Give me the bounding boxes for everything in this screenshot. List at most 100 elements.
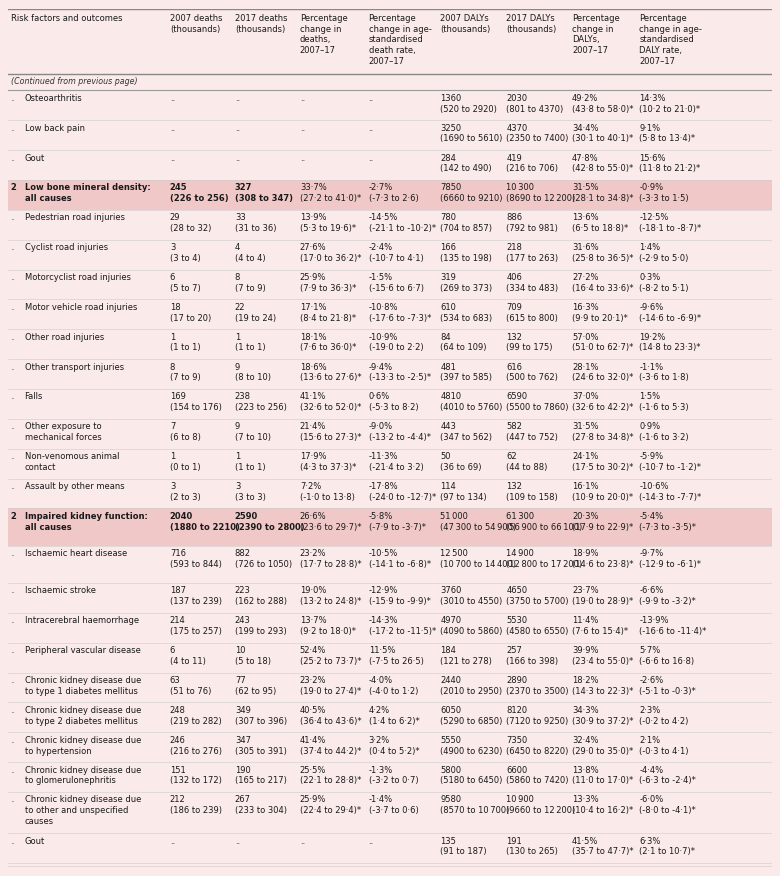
Text: -13·9%
(-16·6 to -11·4)*: -13·9% (-16·6 to -11·4)*: [639, 617, 707, 636]
Text: 9580
(8570 to 10 700): 9580 (8570 to 10 700): [441, 795, 510, 816]
Text: 10 900
(9660 to 12 200): 10 900 (9660 to 12 200): [506, 795, 576, 816]
Text: 151
(132 to 172): 151 (132 to 172): [170, 766, 222, 786]
Text: 2017 DALYs
(thousands): 2017 DALYs (thousands): [506, 14, 556, 33]
Text: 709
(615 to 800): 709 (615 to 800): [506, 303, 558, 322]
Text: -1·1%
(-3·6 to 1·8): -1·1% (-3·6 to 1·8): [639, 363, 689, 382]
Text: -6·0%
(-8·0 to -4·1)*: -6·0% (-8·0 to -4·1)*: [639, 795, 696, 816]
Text: 3
(3 to 3): 3 (3 to 3): [235, 482, 266, 502]
Text: ..: ..: [10, 452, 15, 461]
Text: ..: ..: [10, 646, 15, 655]
Text: 1
(1 to 1): 1 (1 to 1): [235, 333, 265, 352]
Text: 5800
(5180 to 6450): 5800 (5180 to 6450): [441, 766, 503, 786]
Text: ..: ..: [300, 153, 305, 163]
Text: 7850
(6660 to 9210): 7850 (6660 to 9210): [441, 183, 503, 203]
Text: 780
(704 to 857): 780 (704 to 857): [441, 213, 492, 233]
Text: ..: ..: [10, 422, 15, 431]
Text: 257
(166 to 398): 257 (166 to 398): [506, 646, 558, 666]
Text: Chronic kidney disease due
to type 2 diabetes mellitus: Chronic kidney disease due to type 2 dia…: [25, 706, 141, 725]
Text: 62
(44 to 88): 62 (44 to 88): [506, 452, 548, 472]
Text: ..: ..: [10, 795, 15, 804]
Text: 31·6%
(25·8 to 36·5)*: 31·6% (25·8 to 36·5)*: [572, 244, 633, 263]
Text: ..: ..: [10, 617, 15, 625]
Text: 166
(135 to 198): 166 (135 to 198): [441, 244, 492, 263]
Text: 3
(3 to 4): 3 (3 to 4): [170, 244, 200, 263]
Text: Risk factors and outcomes: Risk factors and outcomes: [11, 14, 122, 23]
Text: Percentage
change in age-
standardised
DALY rate,
2007–17: Percentage change in age- standardised D…: [639, 14, 702, 66]
Text: 886
(792 to 981): 886 (792 to 981): [506, 213, 558, 233]
Text: Chronic kidney disease due
to glomerulonephritis: Chronic kidney disease due to glomerulon…: [25, 766, 141, 786]
Text: Low bone mineral density:
all causes: Low bone mineral density: all causes: [25, 183, 151, 203]
Text: 14 900
(12 800 to 17 200): 14 900 (12 800 to 17 200): [506, 549, 583, 569]
Text: 4970
(4090 to 5860): 4970 (4090 to 5860): [441, 617, 503, 636]
Text: 16·3%
(9·9 to 20·1)*: 16·3% (9·9 to 20·1)*: [572, 303, 628, 322]
Text: ..: ..: [10, 706, 15, 715]
Text: 1
(0 to 1): 1 (0 to 1): [170, 452, 200, 472]
Text: -4·0%
(-4·0 to 1·2): -4·0% (-4·0 to 1·2): [369, 676, 418, 696]
Text: 1
(1 to 1): 1 (1 to 1): [170, 333, 200, 352]
Text: 27·2%
(16·4 to 33·6)*: 27·2% (16·4 to 33·6)*: [572, 273, 633, 293]
Text: 3·2%
(0·4 to 5·2)*: 3·2% (0·4 to 5·2)*: [369, 736, 419, 755]
Text: 50
(36 to 69): 50 (36 to 69): [441, 452, 482, 472]
Text: 347
(305 to 391): 347 (305 to 391): [235, 736, 287, 755]
Text: 135
(91 to 187): 135 (91 to 187): [441, 837, 487, 856]
Text: 8120
(7120 to 9250): 8120 (7120 to 9250): [506, 706, 569, 725]
Text: 4370
(2350 to 7400): 4370 (2350 to 7400): [506, 124, 569, 144]
Text: ..: ..: [10, 736, 15, 745]
Text: 2040
(1880 to 2210): 2040 (1880 to 2210): [170, 512, 239, 532]
Text: 23·2%
(19·0 to 27·4)*: 23·2% (19·0 to 27·4)*: [300, 676, 361, 696]
Text: 1·4%
(-2·9 to 5·0): 1·4% (-2·9 to 5·0): [639, 244, 689, 263]
Text: -9·6%
(-14·6 to -6·9)*: -9·6% (-14·6 to -6·9)*: [639, 303, 701, 322]
Text: 6600
(5860 to 7420): 6600 (5860 to 7420): [506, 766, 569, 786]
Text: ..: ..: [170, 153, 175, 163]
Text: 49·2%
(43·8 to 58·0)*: 49·2% (43·8 to 58·0)*: [572, 94, 633, 114]
Bar: [8, 732, 772, 762]
Text: Chronic kidney disease due
to hypertension: Chronic kidney disease due to hypertensi…: [25, 736, 141, 755]
Text: Percentage
change in
DALYs,
2007–17: Percentage change in DALYs, 2007–17: [572, 14, 619, 55]
Text: -1·5%
(-15·6 to 6·7): -1·5% (-15·6 to 6·7): [369, 273, 424, 293]
Text: 6·3%
(2·1 to 10·7)*: 6·3% (2·1 to 10·7)*: [639, 837, 695, 856]
Text: 481
(397 to 585): 481 (397 to 585): [441, 363, 492, 382]
Text: 4810
(4010 to 5760): 4810 (4010 to 5760): [441, 392, 503, 413]
Text: 191
(130 to 265): 191 (130 to 265): [506, 837, 558, 856]
Text: 2007 deaths
(thousands): 2007 deaths (thousands): [170, 14, 222, 33]
Text: 51 000
(47 300 to 54 900): 51 000 (47 300 to 54 900): [441, 512, 516, 532]
Text: 2: 2: [10, 512, 16, 521]
Bar: [8, 90, 772, 120]
Bar: [8, 583, 772, 613]
Text: -9·0%
(-13·2 to -4·4)*: -9·0% (-13·2 to -4·4)*: [369, 422, 431, 442]
Text: 52·4%
(25·2 to 73·7)*: 52·4% (25·2 to 73·7)*: [300, 646, 361, 666]
Text: 3760
(3010 to 4550): 3760 (3010 to 4550): [441, 587, 502, 606]
Bar: [8, 762, 772, 792]
Text: 132
(99 to 175): 132 (99 to 175): [506, 333, 553, 352]
Text: 248
(219 to 282): 248 (219 to 282): [170, 706, 222, 725]
Text: 443
(347 to 562): 443 (347 to 562): [441, 422, 492, 442]
Text: Cyclist road injuries: Cyclist road injuries: [25, 244, 108, 252]
Text: Other road injuries: Other road injuries: [25, 333, 104, 342]
Text: ..: ..: [10, 837, 15, 845]
Text: 5550
(4900 to 6230): 5550 (4900 to 6230): [441, 736, 503, 755]
Text: 77
(62 to 95): 77 (62 to 95): [235, 676, 276, 696]
Text: 190
(165 to 217): 190 (165 to 217): [235, 766, 287, 786]
Text: ..: ..: [10, 482, 15, 491]
Text: 5·7%
(-6·6 to 16·8): 5·7% (-6·6 to 16·8): [639, 646, 694, 666]
Text: Motorcyclist road injuries: Motorcyclist road injuries: [25, 273, 130, 282]
Bar: [8, 419, 772, 449]
Text: -1·3%
(-3·2 to 0·7): -1·3% (-3·2 to 0·7): [369, 766, 418, 786]
Text: ..: ..: [369, 153, 374, 163]
Text: 2·3%
(-0·2 to 4·2): 2·3% (-0·2 to 4·2): [639, 706, 689, 725]
Text: 19·2%
(14·8 to 23·3)*: 19·2% (14·8 to 23·3)*: [639, 333, 700, 352]
Text: 11·5%
(-7·5 to 26·5): 11·5% (-7·5 to 26·5): [369, 646, 424, 666]
Bar: [8, 240, 772, 270]
Bar: [8, 703, 772, 732]
Text: ..: ..: [10, 303, 15, 312]
Text: ..: ..: [10, 587, 15, 596]
Text: 1·5%
(-1·6 to 5·3): 1·5% (-1·6 to 5·3): [639, 392, 689, 413]
Text: ..: ..: [10, 363, 15, 371]
Text: ..: ..: [369, 124, 374, 133]
Text: Motor vehicle road injuries: Motor vehicle road injuries: [25, 303, 137, 312]
Text: 18·6%
(13·6 to 27·6)*: 18·6% (13·6 to 27·6)*: [300, 363, 361, 382]
Text: 610
(534 to 683): 610 (534 to 683): [441, 303, 493, 322]
Text: 13·9%
(5·3 to 19·6)*: 13·9% (5·3 to 19·6)*: [300, 213, 356, 233]
Text: ..: ..: [10, 124, 15, 133]
Text: 1
(1 to 1): 1 (1 to 1): [235, 452, 265, 472]
